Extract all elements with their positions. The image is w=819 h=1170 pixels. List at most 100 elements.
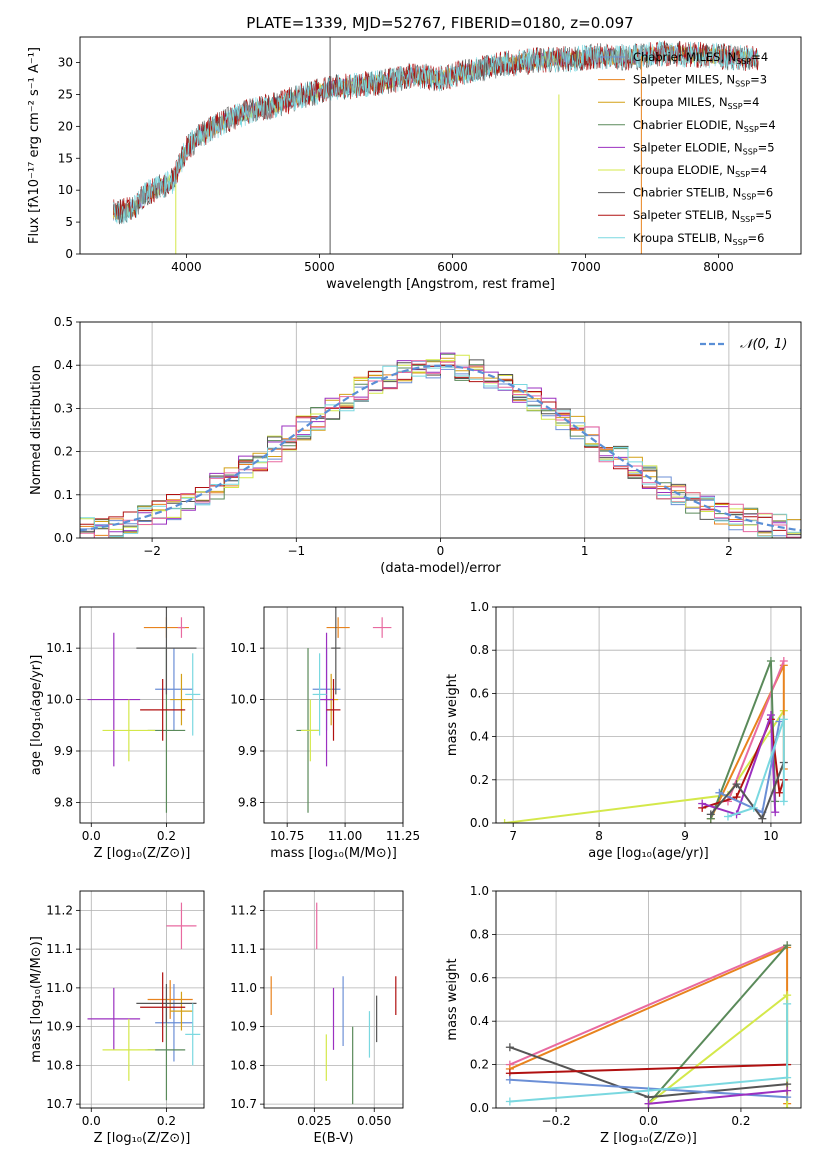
spectrum-ytick-label: 10 <box>58 183 73 197</box>
age-vs-mass-ytick-label: 10.1 <box>230 641 257 655</box>
age-vs-mass-xtick-label: 10.75 <box>270 829 304 843</box>
weight-vs-age-frame <box>495 606 802 824</box>
mass-vs-Z-ytick-label: 10.8 <box>46 1058 73 1072</box>
legend-label: Chabrier STELIB, NSSP=6 <box>633 186 773 202</box>
weight-vs-Z-line-8 <box>509 1003 789 1103</box>
residuals-ytick-label: 0.0 <box>54 531 73 545</box>
weight-vs-age-ytick-label: 0.6 <box>470 686 489 700</box>
mass-vs-EBV-ytick-label: 11.0 <box>230 981 257 995</box>
residuals-xtick-label: 2 <box>725 544 733 558</box>
age-vs-mass-ytick-label: 9.9 <box>238 744 257 758</box>
residual-hist-5 <box>80 354 801 534</box>
legend-label: 𝒩(0, 1) <box>740 337 787 352</box>
weight-vs-Z-ytick-label: 0.2 <box>470 1058 489 1072</box>
residuals-ytick-label: 0.2 <box>54 445 73 459</box>
weight-vs-age-line-2 <box>727 660 785 802</box>
mass-vs-EBV-ytick-label: 10.8 <box>230 1058 257 1072</box>
weight-vs-age-ytick-label: 0.0 <box>470 816 489 830</box>
mass-vs-Z-point <box>170 991 193 1031</box>
age-vs-mass-point <box>319 632 334 767</box>
age-vs-Z-point <box>170 673 193 726</box>
weight-vs-Z-line-5 <box>509 1063 788 1075</box>
weight-vs-Z-ytick-label: 0.6 <box>470 971 489 985</box>
weight-vs-age-line-7 <box>710 762 785 821</box>
mass-vs-Z-point <box>147 980 193 1019</box>
age-vs-Z-point <box>177 617 186 638</box>
age-vs-Z-point <box>136 607 197 695</box>
spectrum-axes: 4000 5000 6000 7000 8000 0 5 10 15 20 25 30 waveleng… <box>27 47 734 292</box>
spectrum-ytick-label: 30 <box>58 56 73 70</box>
mass-vs-EBV-xtick-label: 0.050 <box>357 1114 391 1128</box>
weight-vs-age-plot <box>500 657 788 823</box>
weight-vs-Z-xtick-label: 0.2 <box>731 1114 750 1128</box>
spectrum-series-7 <box>113 40 759 220</box>
mass-vs-EBV-ytick-label: 10.9 <box>230 1020 257 1034</box>
age-vs-Z-xtick-label: 0.2 <box>157 829 176 843</box>
age-vs-mass-point <box>326 617 350 638</box>
legend-label: Kroupa MILES, NSSP=4 <box>633 95 759 111</box>
mass-vs-EBV-xlabel: E(B-V) <box>313 1131 353 1146</box>
weight-vs-age-ytick-label: 1.0 <box>470 600 489 614</box>
age-vs-mass-xtick-label: 11.25 <box>386 829 420 843</box>
weight-vs-Z-line-7 <box>648 1089 788 1105</box>
residuals-xtick-label: 1 <box>581 544 589 558</box>
mass-vs-Z-point <box>102 1018 156 1081</box>
weight-vs-age-axes: 7 8 9 10 0.0 0.2 0.4 0.6 0.8 1.0 age [log₁₀(age/yr… <box>445 600 801 861</box>
mass-vs-Z-point <box>166 902 197 950</box>
mass-vs-Z-point <box>185 1003 201 1066</box>
age-vs-Z-ytick-label: 10.1 <box>46 641 73 655</box>
weight-vs-Z-ylabel: mass weight <box>445 958 460 1040</box>
age-vs-mass-frame <box>263 606 404 824</box>
age-vs-mass-point <box>312 653 327 736</box>
spectrum-ylabel: Flux [fλ10⁻¹⁷ erg cm⁻² s⁻¹ A⁻¹] <box>27 47 42 244</box>
mass-vs-Z-ytick-label: 10.7 <box>46 1097 73 1111</box>
mass-vs-EBV-plot <box>270 902 397 1105</box>
age-vs-mass-point <box>331 607 341 695</box>
age-vs-mass-point <box>372 617 392 638</box>
age-vs-mass-xtick-label: 11.00 <box>328 829 362 843</box>
mass-vs-Z-point <box>87 987 141 1050</box>
mass-vs-Z-plot <box>87 902 201 1101</box>
spectrum-plot <box>113 37 759 254</box>
residuals-xtick-label: 0 <box>437 544 445 558</box>
mass-vs-Z-ytick-label: 11.0 <box>46 981 73 995</box>
age-vs-Z-point <box>87 632 141 767</box>
age-vs-Z-point <box>140 679 186 741</box>
mass-vs-EBV-ytick-label: 11.2 <box>230 903 257 917</box>
normal-curve <box>80 364 801 532</box>
weight-vs-Z-xtick-label: −0.2 <box>542 1114 571 1128</box>
weight-vs-Z-line-2 <box>647 944 788 1105</box>
weight-vs-age-xtick-label: 7 <box>509 829 517 843</box>
spectrum-xtick-label: 4000 <box>171 260 202 274</box>
age-vs-Z-point <box>102 699 156 762</box>
age-vs-Z-xtick-label: 0.0 <box>82 829 101 843</box>
charts-layer: 4000 5000 6000 7000 8000051015202530waveleng… <box>27 36 802 1146</box>
legend-label: Chabrier ELODIE, NSSP=4 <box>633 118 776 134</box>
age-vs-Z-ytick-label: 9.9 <box>54 744 73 758</box>
mass-vs-Z-axes: 0.0 0.2 10.7 10.8 10.9 11.0 11.1 11.2 Z [log₁₀(Z… <box>29 891 204 1146</box>
weight-vs-age-xlabel: age [log₁₀(age/yr)] <box>588 846 709 861</box>
weight-vs-age-xtick-label: 10 <box>763 829 778 843</box>
residuals-xtick-label: −2 <box>143 544 161 558</box>
legend-label: Salpeter STELIB, NSSP=5 <box>633 208 772 224</box>
mass-vs-Z-ytick-label: 10.9 <box>46 1020 73 1034</box>
residuals-axes: −2 −1 0 1 2 0.0 0.1 0.2 0.3 0.4 0.5 (data-model)/er… <box>29 315 801 576</box>
mass-vs-Z-xtick-label: 0.0 <box>82 1114 101 1128</box>
age-vs-Z-frame <box>79 606 205 824</box>
legend-label: Kroupa ELODIE, NSSP=4 <box>633 163 767 179</box>
weight-vs-age-line-5 <box>701 714 777 816</box>
age-vs-mass-ytick-label: 10.0 <box>230 693 257 707</box>
age-vs-mass-point <box>301 699 320 762</box>
weight-vs-age-ytick-label: 0.8 <box>470 643 489 657</box>
age-vs-Z-ylabel: age [log₁₀(age/yr)] <box>29 655 44 776</box>
residuals-ytick-label: 0.5 <box>54 315 73 329</box>
spectrum-ytick-label: 25 <box>58 87 73 101</box>
mass-vs-EBV-ytick-label: 11.1 <box>230 942 257 956</box>
age-vs-Z-ytick-label: 9.8 <box>54 795 73 809</box>
mass-vs-Z-ytick-label: 11.1 <box>46 942 73 956</box>
spectrum-ytick-label: 15 <box>58 151 73 165</box>
weight-vs-Z-frame <box>495 890 802 1109</box>
age-vs-mass-point <box>326 679 341 741</box>
mass-vs-Z-point <box>140 972 186 1043</box>
